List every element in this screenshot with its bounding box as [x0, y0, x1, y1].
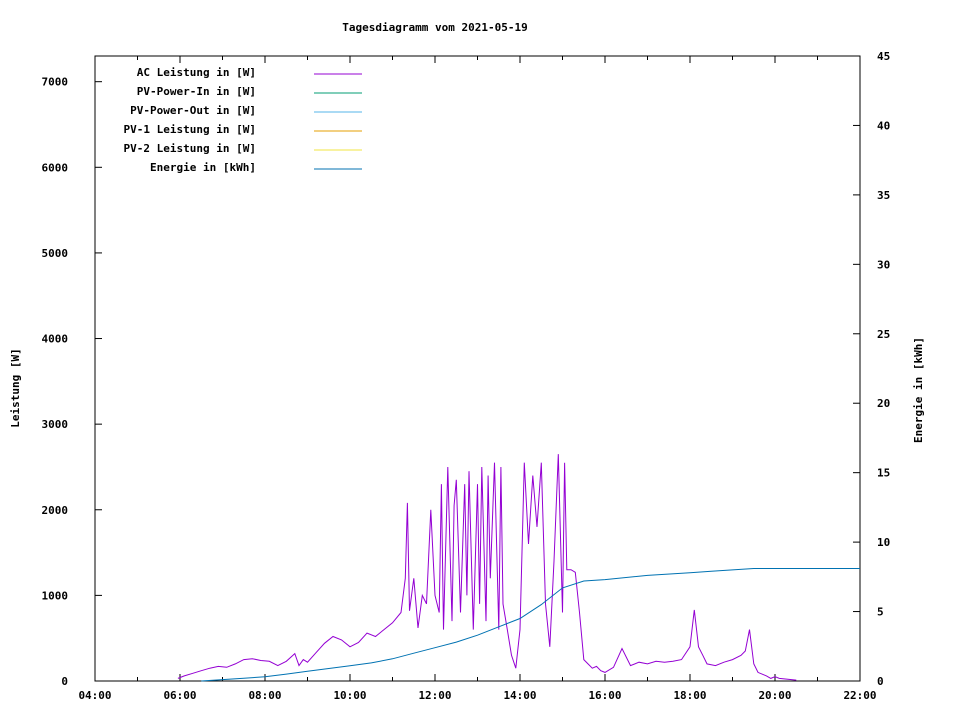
- y2-tick-label: 0: [877, 675, 884, 688]
- x-tick-label: 08:00: [248, 689, 281, 702]
- legend-label: PV-Power-Out in [W]: [130, 104, 256, 117]
- legend-label: PV-Power-In in [W]: [137, 85, 256, 98]
- x-tick-label: 12:00: [418, 689, 451, 702]
- x-tick-label: 20:00: [758, 689, 791, 702]
- y2-tick-label: 10: [877, 536, 890, 549]
- y2-tick-label: 30: [877, 258, 890, 271]
- legend-label: PV-2 Leistung in [W]: [124, 142, 256, 155]
- legend-label: AC Leistung in [W]: [137, 66, 256, 79]
- y-tick-label: 5000: [42, 247, 69, 260]
- series-line-5: [201, 568, 860, 682]
- y-tick-label: 0: [61, 675, 68, 688]
- chart-title: Tagesdiagramm vom 2021-05-19: [342, 21, 527, 34]
- y2-tick-label: 40: [877, 119, 890, 132]
- y2-tick-label: 5: [877, 606, 884, 619]
- legend-label: Energie in [kWh]: [150, 161, 256, 174]
- x-tick-label: 04:00: [78, 689, 111, 702]
- y-tick-label: 6000: [42, 161, 69, 174]
- y-tick-label: 7000: [42, 76, 69, 89]
- y2-tick-label: 35: [877, 189, 890, 202]
- x-tick-label: 06:00: [163, 689, 196, 702]
- legend-label: PV-1 Leistung in [W]: [124, 123, 256, 136]
- y-axis-label: Leistung [W]: [9, 348, 22, 427]
- series-layer: [177, 454, 860, 682]
- series-line-0: [177, 454, 797, 681]
- x-tick-label: 10:00: [333, 689, 366, 702]
- y2-tick-label: 25: [877, 328, 890, 341]
- y2-axis-label: Energie in [kWh]: [912, 337, 925, 443]
- x-tick-label: 16:00: [588, 689, 621, 702]
- y2-tick-label: 45: [877, 50, 890, 63]
- axis-ticks: 04:00 06:00 08:00 10:00 12:00 14:00 16:00 18:00…: [42, 50, 891, 702]
- x-tick-label: 18:00: [673, 689, 706, 702]
- y-tick-label: 4000: [42, 333, 69, 346]
- x-tick-label: 14:00: [503, 689, 536, 702]
- y2-tick-label: 20: [877, 397, 890, 410]
- y2-tick-label: 15: [877, 467, 890, 480]
- y-tick-label: 1000: [42, 589, 69, 602]
- y-tick-label: 3000: [42, 418, 69, 431]
- y-tick-label: 2000: [42, 504, 69, 517]
- x-tick-label: 22:00: [843, 689, 876, 702]
- legend: AC Leistung in [W] PV-Power-In in [W] PV-P…: [124, 66, 362, 174]
